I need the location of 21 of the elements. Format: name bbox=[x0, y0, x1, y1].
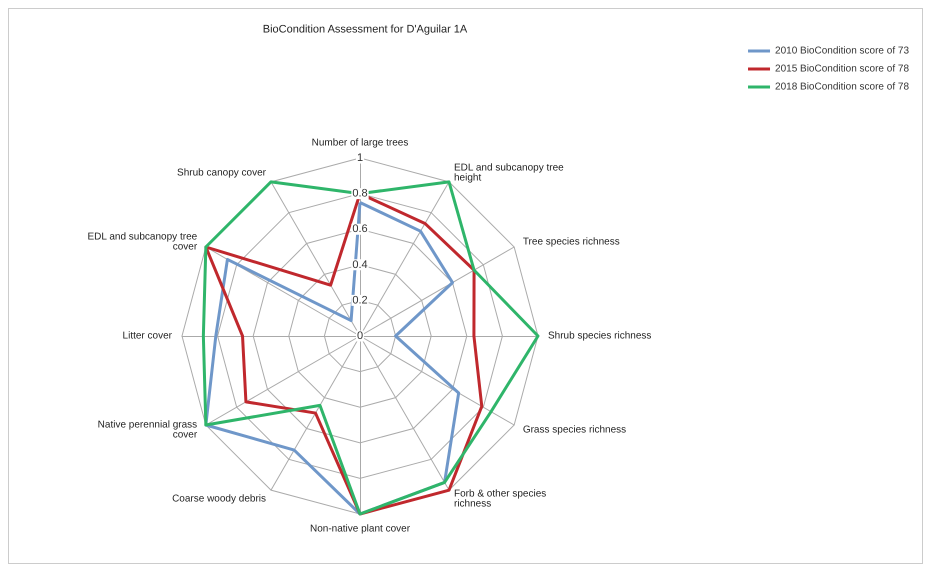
spoke-label: Litter cover bbox=[122, 330, 173, 342]
spoke-label: Tree species richness bbox=[522, 236, 620, 248]
spoke-label: EDL and subcanopy tree height bbox=[454, 162, 564, 184]
y-tick-label: 0.6 bbox=[352, 223, 368, 236]
spoke-label: Coarse woody debris bbox=[172, 493, 266, 504]
legend-label: 2015 BioCondition score of 78 bbox=[775, 64, 910, 74]
legend-label: 2010 BioCondition score of 73 bbox=[775, 46, 910, 56]
chart-title: BioCondition Assessment for D'Aguilar 1A bbox=[262, 24, 468, 36]
spoke-label: Shrub species richness bbox=[548, 330, 652, 342]
y-tick-label: 0 bbox=[356, 330, 364, 342]
spoke-label: EDL and subcanopy tree cover bbox=[87, 232, 198, 252]
y-tick-label: 1 bbox=[356, 152, 364, 164]
y-tick-label: 0.4 bbox=[352, 258, 368, 271]
spoke-label: Non-native plant cover bbox=[310, 524, 411, 534]
spoke-label: Grass species richness bbox=[522, 424, 626, 436]
spoke-label: Number of large trees bbox=[312, 138, 408, 148]
spoke-label: Forb & other species richness bbox=[454, 488, 546, 510]
legend-label: 2018 BioCondition score of 78 bbox=[775, 82, 910, 92]
spoke-label: Native perennial grass cover bbox=[98, 420, 198, 440]
y-tick-label: 0.2 bbox=[352, 294, 368, 306]
spoke-label: Shrub canopy cover bbox=[177, 168, 267, 179]
